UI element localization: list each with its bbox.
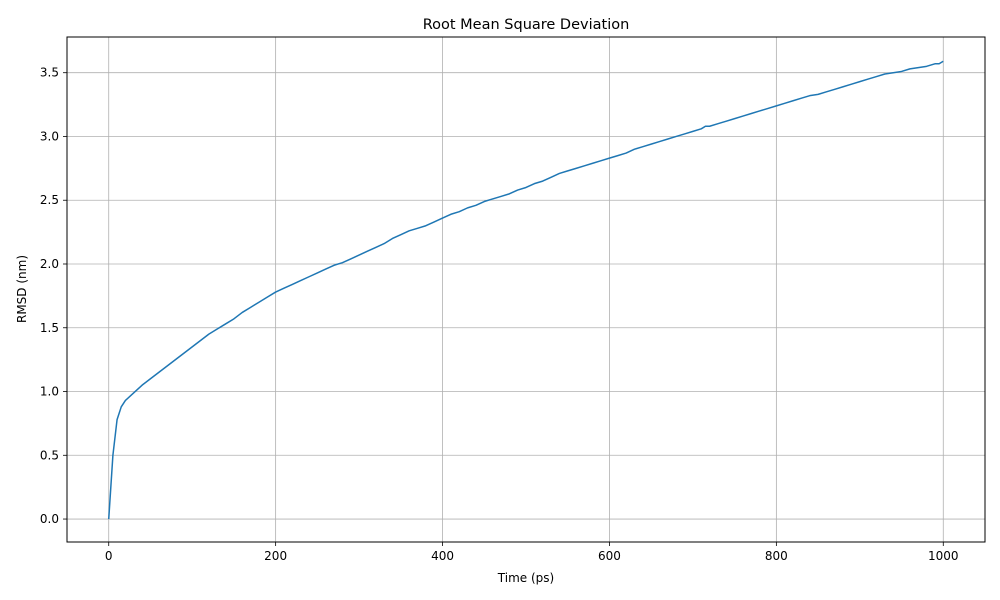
x-tick-label: 200 bbox=[264, 549, 287, 563]
x-tick-label: 1000 bbox=[928, 549, 959, 563]
y-tick-label: 2.5 bbox=[40, 193, 59, 207]
chart-title: Root Mean Square Deviation bbox=[423, 17, 630, 33]
x-tick-label: 600 bbox=[598, 549, 621, 563]
y-tick-label: 0.0 bbox=[40, 512, 59, 526]
y-tick-label: 2.0 bbox=[40, 257, 59, 271]
y-tick-label: 3.5 bbox=[40, 66, 59, 80]
y-tick-label: 1.0 bbox=[40, 385, 59, 399]
y-axis-title: RMSD (nm) bbox=[15, 255, 29, 323]
x-tick-label: 400 bbox=[431, 549, 454, 563]
y-tick-label: 1.5 bbox=[40, 321, 59, 335]
x-tick-label: 800 bbox=[765, 549, 788, 563]
x-axis-title: Time (ps) bbox=[497, 571, 554, 585]
plot-area bbox=[67, 37, 985, 542]
y-tick-label: 0.5 bbox=[40, 448, 59, 462]
y-tick-label: 3.0 bbox=[40, 129, 59, 143]
x-tick-label: 0 bbox=[105, 549, 113, 563]
